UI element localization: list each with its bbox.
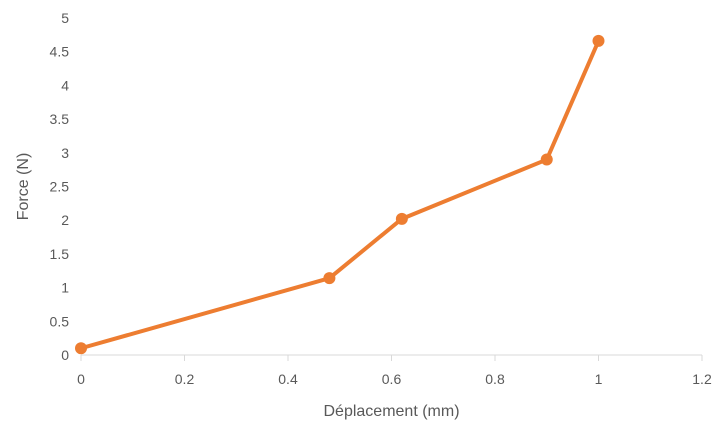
y-tick-label: 2.5 <box>50 179 70 195</box>
x-tick-label: 1.2 <box>692 371 712 387</box>
data-point <box>592 34 605 47</box>
x-tick-label: 1 <box>595 371 603 387</box>
y-tick-label: 0 <box>61 347 69 363</box>
data-point <box>323 272 336 285</box>
y-tick-label: 4 <box>61 77 69 93</box>
y-tick-label: 1.5 <box>50 246 70 262</box>
y-tick-label: 0.5 <box>50 313 70 329</box>
x-tick-label: 0.6 <box>382 371 402 387</box>
y-tick-label: 1 <box>61 280 69 296</box>
y-axis-title: Force (N) <box>15 153 32 221</box>
x-tick-label: 0.2 <box>175 371 195 387</box>
series-line <box>79 38 601 351</box>
x-tick-label: 0.8 <box>485 371 505 387</box>
x-tick-label: 0 <box>77 371 85 387</box>
tick-labels: 0 0.2 0.4 0.6 0.8 1 1.2 0 0.5 1 1.5 2 2.5 3 3.5 4 4.5 5 <box>50 10 712 387</box>
y-tick-label: 2 <box>61 212 69 228</box>
x-tick-label: 0.4 <box>278 371 298 387</box>
y-tick-label: 3.5 <box>50 111 70 127</box>
data-point <box>540 153 553 166</box>
y-tick-label: 4.5 <box>50 44 70 60</box>
x-axis-title: Déplacement (mm) <box>323 403 459 420</box>
data-point <box>75 342 87 355</box>
series <box>75 34 605 355</box>
axes <box>80 354 703 361</box>
data-point <box>395 212 408 225</box>
y-tick-label: 5 <box>61 10 69 26</box>
y-tick-label: 3 <box>61 145 69 161</box>
